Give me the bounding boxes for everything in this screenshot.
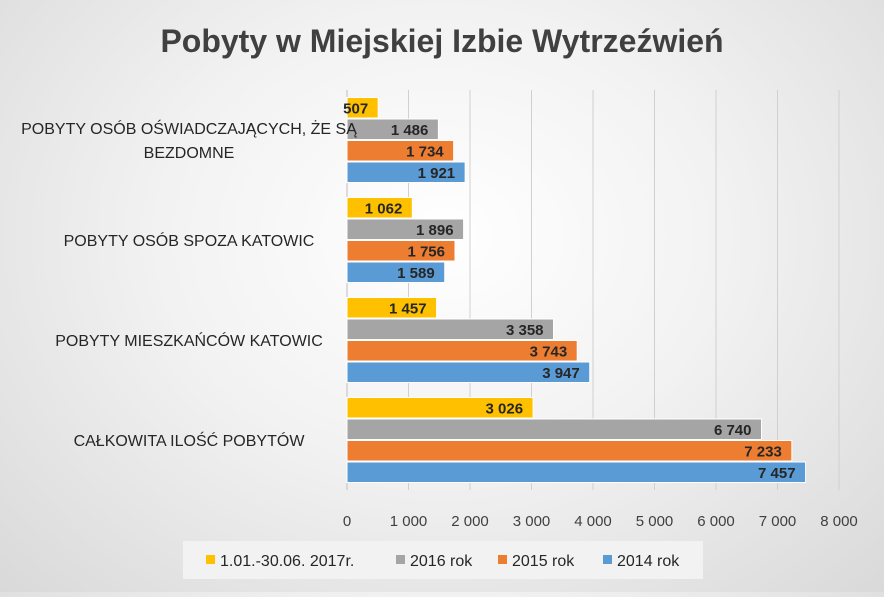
bar [346,218,465,240]
bar [346,261,446,283]
legend: 1.01.-30.06. 2017r. 2016 rok 2015 rok 2014 … [183,541,703,579]
bars: 7 457 7 233 6 740 3 026 3 947 3 743 3 358 1 457… [343,97,807,483]
category-label: POBYTY OSÓB SPOZA KATOWIC [64,231,315,250]
legend-swatch [206,555,215,564]
x-tick-label: 6 000 [697,513,735,530]
legend-swatch [498,555,507,564]
bar [346,340,578,362]
data-label: 1 896 [416,222,454,239]
category-label: POBYTY MIESZKAŃCÓW KATOWIC [55,331,323,350]
data-label: 6 740 [714,422,752,439]
bar [346,318,555,340]
legend-swatch [396,555,405,564]
x-tick-label: 0 [343,513,351,530]
data-label: 3 743 [530,343,568,360]
legend-background [183,541,703,579]
x-tick-label: 8 000 [820,513,858,530]
data-label: 1 486 [391,122,429,139]
chart-title: Pobyty w Miejskiej Izbie Wytrzeźwień [160,23,723,59]
legend-label: 2015 rok [512,553,575,570]
x-tick-label: 4 000 [574,513,612,530]
category-label: CAŁKOWITA ILOŚĆ POBYTÓW [74,431,306,450]
data-label: 3 026 [486,400,524,417]
bar [346,297,438,319]
data-label: 3 947 [542,365,580,382]
bar [346,161,466,183]
bar [346,440,793,462]
data-label: 1 589 [397,265,435,282]
x-tick-label: 3 000 [513,513,551,530]
data-label: 507 [343,100,368,117]
bar [346,418,763,440]
data-label: 7 233 [744,443,782,460]
bar [346,97,379,119]
data-label: 3 358 [506,322,544,339]
x-tick-label: 7 000 [759,513,797,530]
legend-label: 1.01.-30.06. 2017r. [220,553,354,570]
bar [346,118,439,140]
category-labels: CAŁKOWITA ILOŚĆ POBYTÓW POBYTY MIESZKAŃCÓ… [21,119,357,450]
data-label: 1 457 [389,300,427,317]
legend-items: 1.01.-30.06. 2017r. 2016 rok 2015 rok 2014 … [206,553,680,570]
x-tick-label: 5 000 [636,513,674,530]
bar [346,397,534,419]
legend-label: 2016 rok [410,553,473,570]
data-label: 7 457 [758,465,796,482]
legend-label: 2014 rok [617,553,680,570]
bar [346,197,413,219]
bar [346,461,807,483]
data-label: 1 921 [418,165,456,182]
data-label: 1 756 [407,243,445,260]
category-label: POBYTY OSÓB OŚWIADCZAJĄCYCH, ŻE SĄ BEZDOM… [21,119,357,162]
data-label: 1 062 [365,200,403,217]
x-tick-labels: 0 1 000 2 000 3 000 4 000 5 000 6 000 7 000 8 00… [343,513,858,530]
data-label: 1 734 [406,143,444,160]
legend-swatch [603,555,612,564]
bar [346,361,591,383]
x-tick-label: 1 000 [390,513,428,530]
x-tick-label: 2 000 [451,513,489,530]
gridlines [346,90,840,490]
bar [346,240,456,262]
bar [346,140,455,162]
